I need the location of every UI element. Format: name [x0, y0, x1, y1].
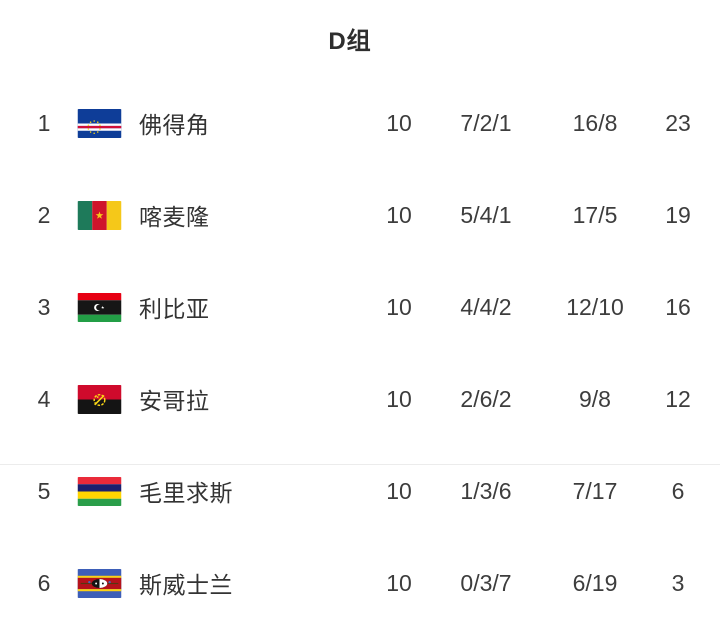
position-number: 1 — [37, 109, 51, 136]
played-cell: 10 — [386, 109, 412, 136]
position-number: 4 — [37, 385, 51, 412]
team-row[interactable]: 1 佛得角 10 7/2 — [0, 77, 720, 169]
group-title: D组 — [328, 28, 372, 55]
played-cell: 10 — [386, 477, 412, 504]
played-cell: 10 — [386, 569, 412, 596]
libya-flag — [77, 292, 122, 322]
team-row[interactable]: 4 安哥拉 10 2/6/2 9/8 12 — [0, 353, 720, 445]
played-cell: 10 — [386, 201, 412, 228]
team-name: 毛里求斯 — [139, 480, 233, 506]
win-draw-loss-cell: 0/3/7 — [460, 569, 512, 596]
team-row[interactable]: 6 斯威士兰 10 0/3/7 — [0, 537, 720, 629]
team-row[interactable]: 3 利比亚 10 4/4/2 12/10 16 — [0, 261, 720, 353]
cape-verde-flag — [77, 108, 122, 138]
win-draw-loss-cell: 5/4/1 — [460, 201, 512, 228]
position-number: 3 — [37, 293, 51, 320]
win-draw-loss-cell: 4/4/2 — [460, 293, 512, 320]
goals-cell: 9/8 — [579, 385, 611, 412]
position-number: 6 — [37, 569, 51, 596]
team-row[interactable]: 5 毛里求斯 10 1/3/6 7/17 6 — [0, 445, 720, 537]
win-draw-loss-cell: 1/3/6 — [460, 477, 512, 504]
goals-cell: 12/10 — [566, 293, 624, 320]
points-cell: 23 — [665, 109, 691, 136]
position-number: 5 — [37, 477, 51, 504]
points-cell: 12 — [665, 385, 691, 412]
points-cell: 19 — [665, 201, 691, 228]
goals-cell: 7/17 — [572, 477, 618, 504]
title-bar: D组 — [0, 0, 720, 77]
cameroon-flag — [77, 200, 122, 230]
points-cell: 3 — [671, 569, 685, 596]
team-name: 安哥拉 — [139, 388, 210, 414]
eswatini-flag — [77, 568, 122, 598]
points-cell: 16 — [665, 293, 691, 320]
goals-cell: 6/19 — [572, 569, 618, 596]
mauritius-flag — [77, 476, 122, 506]
standings-table: 1 佛得角 10 7/2 — [0, 77, 720, 629]
team-name: 斯威士兰 — [139, 572, 233, 598]
played-cell: 10 — [386, 385, 412, 412]
angola-flag — [77, 384, 122, 414]
team-row[interactable]: 2 喀麦隆 10 5/4/1 17/5 19 — [0, 169, 720, 261]
win-draw-loss-cell: 7/2/1 — [460, 109, 512, 136]
played-cell: 10 — [386, 293, 412, 320]
points-cell: 6 — [671, 477, 685, 504]
team-name: 喀麦隆 — [139, 204, 210, 230]
win-draw-loss-cell: 2/6/2 — [460, 385, 512, 412]
goals-cell: 16/8 — [572, 109, 618, 136]
team-name: 利比亚 — [139, 296, 210, 322]
position-number: 2 — [37, 201, 51, 228]
team-name: 佛得角 — [139, 112, 210, 138]
goals-cell: 17/5 — [572, 201, 618, 228]
